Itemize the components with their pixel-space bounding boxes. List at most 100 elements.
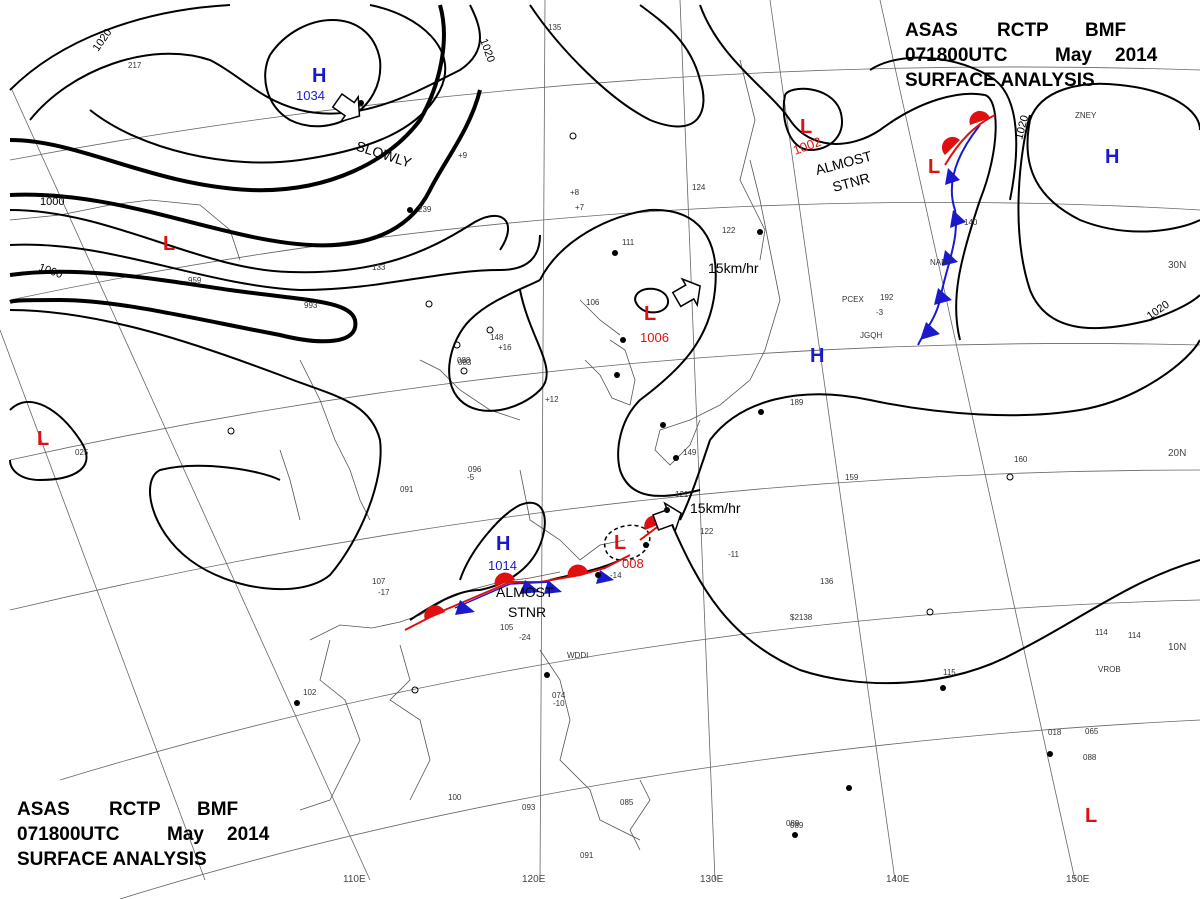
high-pressure-center: H: [810, 345, 824, 367]
header-time: 071800UTC: [17, 824, 120, 845]
header-product-code: BMF: [197, 799, 239, 820]
station-value: 121: [675, 490, 689, 499]
low-pressure-center: L: [1085, 805, 1097, 827]
header-line-3: SURFACE ANALYSIS: [17, 849, 207, 870]
low-pressure-center: L: [37, 428, 49, 450]
lat-label: 10N: [1168, 642, 1186, 653]
coastlines: [9, 59, 781, 851]
motion-arrows: [331, 92, 701, 534]
station-value: 089: [790, 821, 804, 830]
header-line-2: 071800UTC May 2014: [905, 43, 1157, 68]
pressure-value: 1014: [488, 558, 517, 573]
header-center-code: ASAS: [905, 20, 958, 41]
station-code: PCEX: [842, 295, 864, 304]
station-value: 018: [1048, 728, 1062, 737]
station-value: -10: [553, 699, 565, 708]
stationary-front-blue: [454, 581, 551, 609]
station-value: 088: [457, 356, 471, 365]
station-value: 093: [522, 803, 536, 812]
station-value: 140: [964, 218, 978, 227]
lon-label: 120E: [522, 874, 546, 885]
station-value: 189: [790, 398, 804, 407]
station-value: 959: [188, 276, 202, 285]
station-value: -11: [728, 550, 740, 559]
lon-label: 150E: [1066, 874, 1090, 885]
lat-label: 30N: [1168, 260, 1186, 271]
motion-annotation: 15km/hr: [708, 260, 759, 276]
station-value: 124: [692, 183, 706, 192]
high-pressure-center: H: [312, 65, 326, 87]
station-value: 217: [128, 61, 142, 70]
station-value: -5: [467, 473, 475, 482]
station-value: 091: [400, 485, 414, 494]
station-value: 114: [1128, 631, 1141, 640]
station-code: WDDI: [567, 651, 588, 660]
station-value: 107: [372, 577, 386, 586]
lat-label: 20N: [1168, 448, 1186, 459]
station-value: 088: [1083, 753, 1097, 762]
pressure-value: 1034: [296, 88, 325, 103]
station-value: 115: [943, 668, 956, 677]
station-code: JGQH: [860, 331, 882, 340]
station-value: 114: [1095, 628, 1108, 637]
low-pressure-center: L: [614, 532, 626, 554]
station-value: 025: [75, 448, 89, 457]
header-month: May: [1055, 45, 1092, 66]
chart-header-bottom: ASAS RCTP BMF 071800UTC May 2014 SURFACE ANA…: [17, 797, 269, 872]
station-value: 105: [500, 623, 514, 632]
station-value: -14: [610, 571, 622, 580]
high-pressure-center: H: [496, 533, 510, 555]
header-line-1: ASAS RCTP BMF: [17, 797, 269, 822]
header-product-code: BMF: [1085, 20, 1127, 41]
station-value: 111: [622, 238, 635, 247]
header-time: 071800UTC: [905, 45, 1008, 66]
cold-front: [917, 124, 981, 346]
lon-label: 110E: [343, 874, 366, 885]
station-value: -24: [519, 633, 531, 642]
header-year: 2014: [1115, 45, 1158, 66]
low-pressure-center: L: [928, 156, 940, 178]
isobar-label: 1000: [40, 196, 64, 208]
station-value: 074: [552, 691, 566, 700]
station-value: +12: [545, 395, 559, 404]
station-code: VROB: [1098, 665, 1121, 674]
station-value: 239: [418, 205, 432, 214]
station-value: 133: [372, 263, 386, 272]
station-value: 122: [722, 226, 736, 235]
station-value: 106: [586, 298, 600, 307]
station-value: -17: [378, 588, 390, 597]
station-value: 192: [880, 293, 894, 302]
station-value: 136: [820, 577, 834, 586]
header-year: 2014: [227, 824, 270, 845]
low-pressure-center: L: [644, 303, 656, 325]
station-value: 096: [468, 465, 482, 474]
isobars: [9, 4, 1200, 685]
header-station-code: RCTP: [109, 799, 161, 820]
header-center-code: ASAS: [17, 799, 70, 820]
station-value: 100: [448, 793, 462, 802]
motion-annotation: ALMOST: [496, 584, 554, 600]
station-value: +9: [458, 151, 468, 160]
station-value: 091: [580, 851, 594, 860]
pressure-centers: H 1034 L 1002 L H L L 1006 H L H 1014 L …: [37, 65, 1119, 827]
header-line-1: ASAS RCTP BMF: [905, 18, 1157, 43]
station-markers: [227, 100, 1053, 838]
header-month: May: [167, 824, 204, 845]
station-values: 135 239 133 993 083 148 106 111 124 122 114 192 159 1…: [75, 23, 1141, 860]
station-code: $2138: [790, 613, 813, 622]
high-pressure-center: H: [1105, 146, 1119, 168]
chart-header-top: ASAS RCTP BMF 071800UTC May 2014 SURFACE ANA…: [905, 18, 1157, 93]
lon-label: 130E: [700, 874, 724, 885]
station-value: 135: [548, 23, 562, 32]
motion-annotation: STNR: [508, 604, 546, 620]
front-symbols: [424, 110, 990, 620]
header-station-code: RCTP: [997, 20, 1049, 41]
header-line-2: 071800UTC May 2014: [17, 822, 269, 847]
station-value: 149: [683, 448, 697, 457]
station-value: 993: [304, 301, 318, 310]
station-value: +16: [498, 343, 512, 352]
station-value: 085: [620, 798, 634, 807]
station-value: 159: [845, 473, 859, 482]
station-value: 065: [1085, 727, 1099, 736]
